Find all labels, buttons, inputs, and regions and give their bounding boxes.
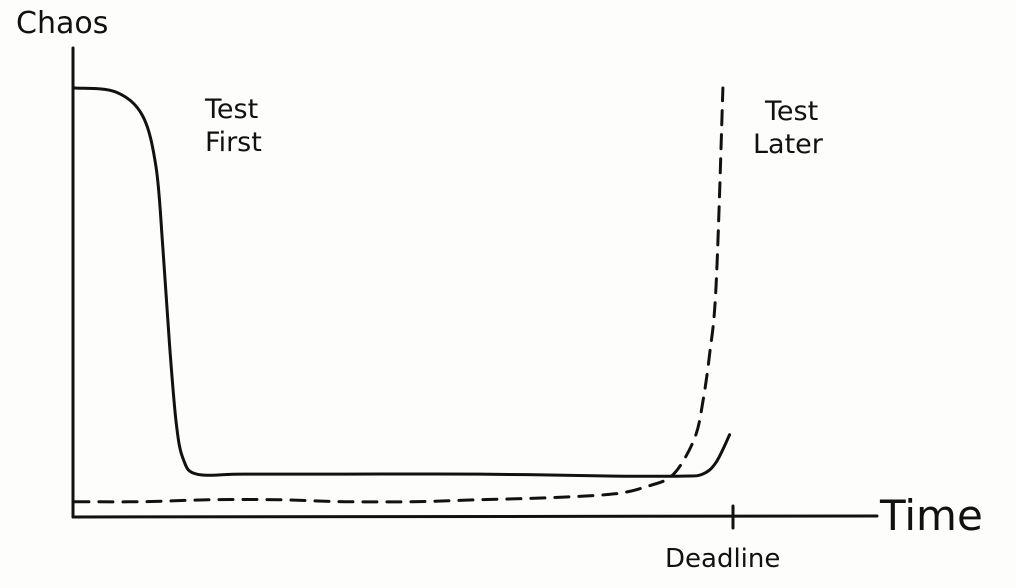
series-line-test-later bbox=[73, 86, 725, 504]
series-layer bbox=[73, 86, 732, 504]
x-axis-label: Time bbox=[879, 491, 983, 540]
series-label-test-later-line1: Test bbox=[764, 96, 818, 127]
series-label-test-later: Test Later bbox=[753, 96, 827, 160]
y-axis-label: Chaos bbox=[16, 6, 108, 41]
series-label-test-first-line2: First bbox=[205, 127, 262, 158]
series-label-test-first: Test First bbox=[204, 94, 267, 158]
series-label-test-first-line1: Test bbox=[204, 94, 258, 125]
series-line-test-first bbox=[73, 86, 732, 478]
series-label-test-later-line2: Later bbox=[753, 129, 824, 160]
deadline-annotation: Deadline bbox=[665, 544, 780, 574]
x-axis bbox=[71, 514, 879, 519]
